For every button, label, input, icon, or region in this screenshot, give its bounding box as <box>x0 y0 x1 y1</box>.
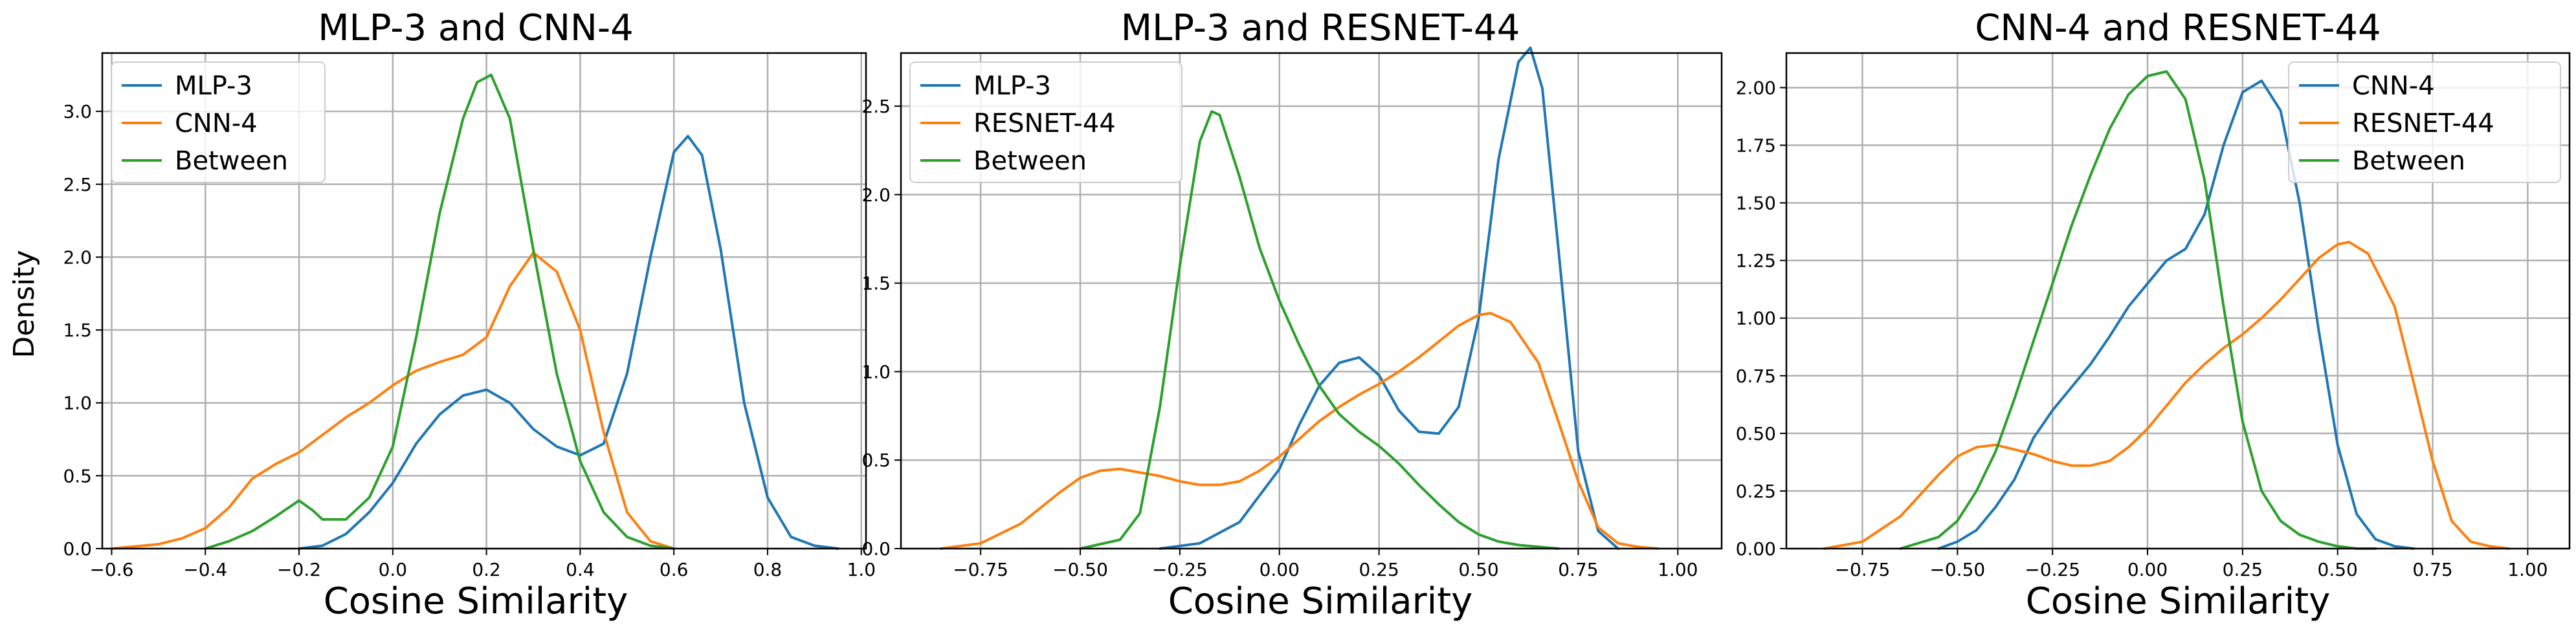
panel-2-x-tick-label: 0.75 <box>1558 559 1598 580</box>
panel-1-x-axis-label: Cosine Similarity <box>324 580 628 622</box>
panel-1-x-tick-label: −0.6 <box>89 559 133 580</box>
panel-2-plot: −0.75 −0.50 −0.25 0.00 0.25 0.50 0.75 1.00 0.0 0.… <box>861 46 1723 580</box>
panel-2-title: MLP-3 and RESNET-44 <box>1121 7 1520 49</box>
panel-2-y-tick-label: 2.0 <box>861 184 891 206</box>
panel-2-x-tick-label: −0.25 <box>1152 559 1208 580</box>
panel-2-x-tick-label: −0.50 <box>1052 559 1108 580</box>
panel-2-legend-label-resnet-44: RESNET-44 <box>973 109 1116 138</box>
panel-2-frame <box>900 52 1723 550</box>
panel-3-x-tick-label: 0.25 <box>2223 559 2263 580</box>
panel-2-y-tick-label: 1.5 <box>861 273 891 294</box>
panel-1-x-tick-label: 1.0 <box>847 559 876 580</box>
panel-2-legend: MLP-3 RESNET-44 Between <box>909 61 1183 183</box>
panel-3-x-tick-label: 1.00 <box>2507 559 2548 580</box>
panel-3-legend-label-between: Between <box>2352 146 2465 176</box>
panel-2: MLP-3 and RESNET-44 −0.75 −0.50 −0.25 0.00 0… <box>861 7 1723 622</box>
panel-3-y-tick-label: 1.75 <box>1736 135 1776 157</box>
panel-1-y-tick-label: 2.0 <box>63 246 92 268</box>
panel-2-x-tick-label: 1.00 <box>1658 559 1698 580</box>
panel-1-x-tick-label: 0.4 <box>566 559 595 580</box>
panel-1-legend-box <box>111 61 326 183</box>
panel-1-title: MLP-3 and CNN-4 <box>318 7 634 49</box>
y-axis-label: Density <box>8 250 41 358</box>
panel-3-title: CNN-4 and RESNET-44 <box>1975 7 2381 49</box>
panel-3-y-tick-label: 0.00 <box>1736 538 1776 560</box>
panel-1-y-tick-label: 2.5 <box>63 174 92 195</box>
panel-1-y-tick-label: 0.0 <box>63 538 92 560</box>
panel-3-x-tick-label: −0.25 <box>2025 559 2080 580</box>
panel-1-x-tick-label: 0.8 <box>753 559 783 580</box>
panel-3-series-resnet-44 <box>1823 241 2510 550</box>
panel-2-legend-box <box>909 61 1183 183</box>
panel-3-legend-label-cnn-4: CNN-4 <box>2352 71 2435 101</box>
panel-2-legend-label-between: Between <box>973 146 1087 176</box>
panel-1-series-cnn-4 <box>110 251 676 550</box>
panel-1-x-tick-label: −0.4 <box>183 559 227 580</box>
panel-3-x-tick-label: −0.75 <box>1835 559 1891 580</box>
panel-3-legend-label-resnet-44: RESNET-44 <box>2352 109 2494 138</box>
panel-3-legend: CNN-4 RESNET-44 Between <box>2288 61 2561 183</box>
panel-3-y-tick-label: 2.00 <box>1736 77 1776 98</box>
panel-2-x-tick-label: 0.25 <box>1359 559 1399 580</box>
panel-1-plot: −0.6 −0.4 −0.2 0.0 0.2 0.4 0.6 0.8 1.0 0.0 0.5 1.0 1… <box>63 52 876 580</box>
panel-2-x-tick-label: −0.75 <box>953 559 1008 580</box>
panel-3-legend-box <box>2288 61 2561 183</box>
panel-3-series-between <box>1899 70 2377 550</box>
panel-3-y-tick-label: 1.25 <box>1736 250 1776 272</box>
panel-3-series-cnn-4 <box>1937 79 2415 550</box>
panel-1: MLP-3 and CNN-4 −0.6 −0.4 −0.2 0.0 0.2 0.4 0.6… <box>63 7 876 622</box>
panel-3-y-tick-label: 0.25 <box>1736 481 1776 502</box>
panel-1-x-tick-label: 0.6 <box>660 559 689 580</box>
panel-2-x-tick-label: 0.50 <box>1458 559 1498 580</box>
panel-2-y-tick-label: 0.0 <box>861 538 891 560</box>
panel-1-x-tick-label: 0.2 <box>472 559 501 580</box>
panel-1-frame <box>101 52 867 550</box>
panel-2-series-resnet-44 <box>939 312 1660 550</box>
panel-1-series-between <box>204 73 676 550</box>
panel-1-y-tick-label: 1.5 <box>63 320 92 341</box>
panel-3-y-tick-label: 1.00 <box>1736 308 1776 329</box>
panel-1-y-tick-label: 3.0 <box>63 101 92 122</box>
panel-2-y-tick-label: 0.5 <box>861 450 891 471</box>
panel-2-series-between <box>1079 110 1560 550</box>
panel-3-x-tick-label: 0.00 <box>2127 559 2168 580</box>
panel-3-x-tick-label: −0.50 <box>1929 559 1985 580</box>
panel-3-x-tick-label: 0.75 <box>2412 559 2452 580</box>
panel-2-y-tick-label: 1.0 <box>861 361 891 382</box>
panel-1-x-tick-label: −0.2 <box>277 559 321 580</box>
panel-2-y-tick-label: 2.5 <box>861 96 891 117</box>
panel-1-legend-label-cnn-4: CNN-4 <box>175 109 258 138</box>
panel-3-y-tick-label: 0.75 <box>1736 366 1776 387</box>
panel-3-frame <box>1785 52 2571 550</box>
panel-1-legend-label-mlp-3: MLP-3 <box>175 71 252 101</box>
panel-3-plot: −0.75 −0.50 −0.25 0.00 0.25 0.50 0.75 1.00 0.00 0… <box>1736 52 2571 580</box>
panel-1-legend-label-between: Between <box>175 146 288 176</box>
panel-3: CNN-4 and RESNET-44 −0.75 −0.50 −0.25 0.00 0… <box>1736 7 2571 622</box>
panel-1-y-tick-label: 1.0 <box>63 393 92 414</box>
panel-3-y-tick-label: 1.50 <box>1736 193 1776 214</box>
panel-3-y-tick-label: 0.50 <box>1736 423 1776 444</box>
panel-1-y-tick-label: 0.5 <box>63 465 92 486</box>
panel-1-legend: MLP-3 CNN-4 Between <box>111 61 326 183</box>
panel-1-x-tick-label: 0.0 <box>379 559 408 580</box>
panel-2-legend-label-mlp-3: MLP-3 <box>973 71 1051 101</box>
panel-2-x-axis-label: Cosine Similarity <box>1168 580 1473 622</box>
panel-3-x-axis-label: Cosine Similarity <box>2026 580 2331 622</box>
panel-2-x-tick-label: 0.00 <box>1260 559 1300 580</box>
panel-1-series-mlp-3 <box>298 135 839 550</box>
panel-3-x-tick-label: 0.50 <box>2318 559 2358 580</box>
